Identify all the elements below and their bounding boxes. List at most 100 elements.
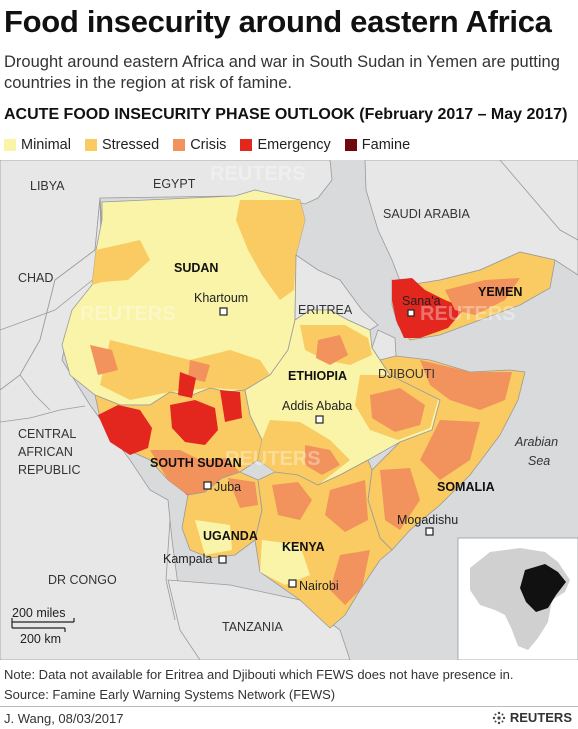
legend-swatch-minimal	[4, 139, 16, 151]
city-marker-nairobi	[288, 579, 297, 588]
region-yemen-crisis	[445, 278, 520, 315]
brand-name: REUTERS	[509, 710, 572, 725]
region-ethiopia-crisis-somali	[370, 388, 425, 432]
legend-swatch-famine	[344, 139, 357, 151]
city-marker-juba	[203, 481, 212, 490]
region-yemen-emergency	[392, 278, 465, 338]
border-saudi-east	[499, 160, 578, 241]
label-saudi-arabia: SAUDI ARABIA	[383, 207, 470, 221]
outlook-heading: ACUTE FOOD INSECURITY PHASE OUTLOOK (Feb…	[4, 106, 568, 123]
watermark-1: REUTERS	[210, 163, 306, 185]
label-khartoum: Khartoum	[194, 291, 248, 305]
legend-label-crisis: Crisis	[190, 137, 227, 153]
label-arabian-sea-2: Sea	[528, 454, 550, 468]
note-text: Note: Data not available for Eritrea and…	[4, 667, 514, 682]
region-uganda-minimal	[195, 520, 232, 555]
label-car-1: CENTRAL	[18, 427, 76, 441]
border-chad-car	[0, 405, 86, 423]
label-car-3: REPUBLIC	[18, 463, 81, 477]
inset-locator-map	[457, 537, 578, 660]
label-kampala: Kampala	[163, 552, 212, 566]
inset-highlight-east-africa	[520, 564, 566, 612]
scale-bar: 200 miles 200 km	[11, 606, 75, 646]
label-juba: Juba	[214, 480, 241, 494]
label-uganda: UGANDA	[203, 529, 258, 543]
region-sudan-crisis-darfur	[90, 345, 118, 375]
label-tanzania: TANZANIA	[222, 620, 284, 634]
region-somalia-crisis-central	[420, 420, 480, 480]
region-kenya-crisis-coast	[330, 550, 370, 605]
label-ethiopia: ETHIOPIA	[288, 369, 347, 383]
region-sudan-stressed-south	[100, 340, 270, 400]
legend-item-famine: Famine	[344, 137, 411, 153]
region-uganda-crisis	[228, 478, 258, 508]
brand: REUTERS	[492, 710, 572, 725]
label-mogadishu: Mogadishu	[397, 513, 458, 527]
label-djibouti: DJIBOUTI	[378, 367, 435, 381]
label-sanaa: Sana'a	[402, 294, 441, 308]
city-marker-addis-ababa	[315, 415, 324, 424]
label-chad: CHAD	[18, 271, 53, 285]
border-drc-east	[165, 519, 176, 621]
label-nairobi: Nairobi	[299, 579, 339, 593]
reuters-watermarks: REUTERS REUTERS REUTERS REUTERS	[80, 163, 516, 470]
region-somalia-crisis-north	[420, 360, 512, 410]
region-south-sudan-emergency-unity	[170, 400, 218, 445]
region-sudan-crisis-kordofan	[188, 360, 210, 382]
region-kenya-crisis-north	[272, 482, 312, 520]
city-marker-khartoum	[219, 307, 228, 316]
page-title: Food insecurity around eastern Africa	[4, 4, 552, 39]
label-dr-congo: DR CONGO	[48, 573, 117, 587]
city-marker-mogadishu	[425, 527, 434, 536]
city-marker-kampala	[218, 555, 227, 564]
region-somalia-crisis-south	[380, 468, 420, 530]
region-ethiopia-crisis-south	[305, 445, 340, 475]
region-south-sudan-crisis	[150, 450, 240, 495]
region-kenya-crisis-east	[325, 480, 368, 532]
legend-label-famine: Famine	[361, 137, 411, 153]
legend-item-emergency: Emergency	[240, 137, 331, 153]
watermark-2: REUTERS	[80, 303, 176, 325]
region-sudan-stressed-west	[92, 240, 150, 285]
label-sudan: SUDAN	[174, 261, 218, 275]
map-area: REUTERS REUTERS REUTERS REUTERS LIBYA EG…	[0, 160, 578, 660]
legend-label-emergency: Emergency	[257, 137, 331, 153]
legend: Minimal Stressed Crisis Emergency Famine	[4, 135, 574, 155]
label-eritrea: ERITREA	[298, 303, 353, 317]
legend-item-crisis: Crisis	[173, 137, 226, 153]
scale-label-miles: 200 miles	[12, 606, 66, 620]
land-tanzania	[167, 579, 351, 660]
label-libya: LIBYA	[30, 179, 65, 193]
legend-swatch-emergency	[240, 139, 253, 151]
notes: Note: Data not available for Eritrea and…	[4, 665, 574, 705]
source-text: Source: Famine Early Warning Systems Net…	[4, 687, 336, 702]
map-svg: REUTERS REUTERS REUTERS REUTERS LIBYA EG…	[0, 160, 578, 660]
credit-text: J. Wang, 08/03/2017	[4, 711, 124, 726]
label-egypt: EGYPT	[153, 177, 196, 191]
legend-item-minimal: Minimal	[4, 137, 71, 153]
border-chad	[19, 374, 51, 411]
watermark-4: REUTERS	[225, 448, 321, 470]
region-south-sudan-emergency-east	[220, 390, 242, 422]
label-south-sudan: SOUTH SUDAN	[150, 456, 242, 470]
legend-swatch-crisis	[173, 139, 186, 151]
label-somalia: SOMALIA	[437, 480, 495, 494]
region-sudan-stressed-east	[236, 200, 305, 300]
border-libya-south	[0, 277, 96, 331]
legend-swatch-stressed	[84, 139, 97, 151]
label-yemen: YEMEN	[478, 285, 522, 299]
legend-label-minimal: Minimal	[21, 137, 71, 153]
label-addis-ababa: Addis Ababa	[282, 399, 352, 413]
city-marker-sanaa	[407, 309, 415, 317]
region-south-sudan-emergency-west	[98, 405, 152, 455]
page-subtitle: Drought around eastern Africa and war in…	[4, 53, 560, 92]
region-kenya-minimal	[260, 540, 310, 585]
legend-label-stressed: Stressed	[101, 137, 160, 153]
reuters-logo-icon	[492, 711, 506, 724]
watermark-3: REUTERS	[420, 303, 516, 325]
footer-bar: J. Wang, 08/03/2017 REUTERS	[0, 706, 578, 729]
label-kenya: KENYA	[282, 540, 325, 554]
region-ethiopia-crisis-afar	[316, 335, 348, 365]
scale-label-km: 200 km	[20, 632, 61, 646]
label-arabian-sea-1: Arabian	[514, 435, 558, 449]
